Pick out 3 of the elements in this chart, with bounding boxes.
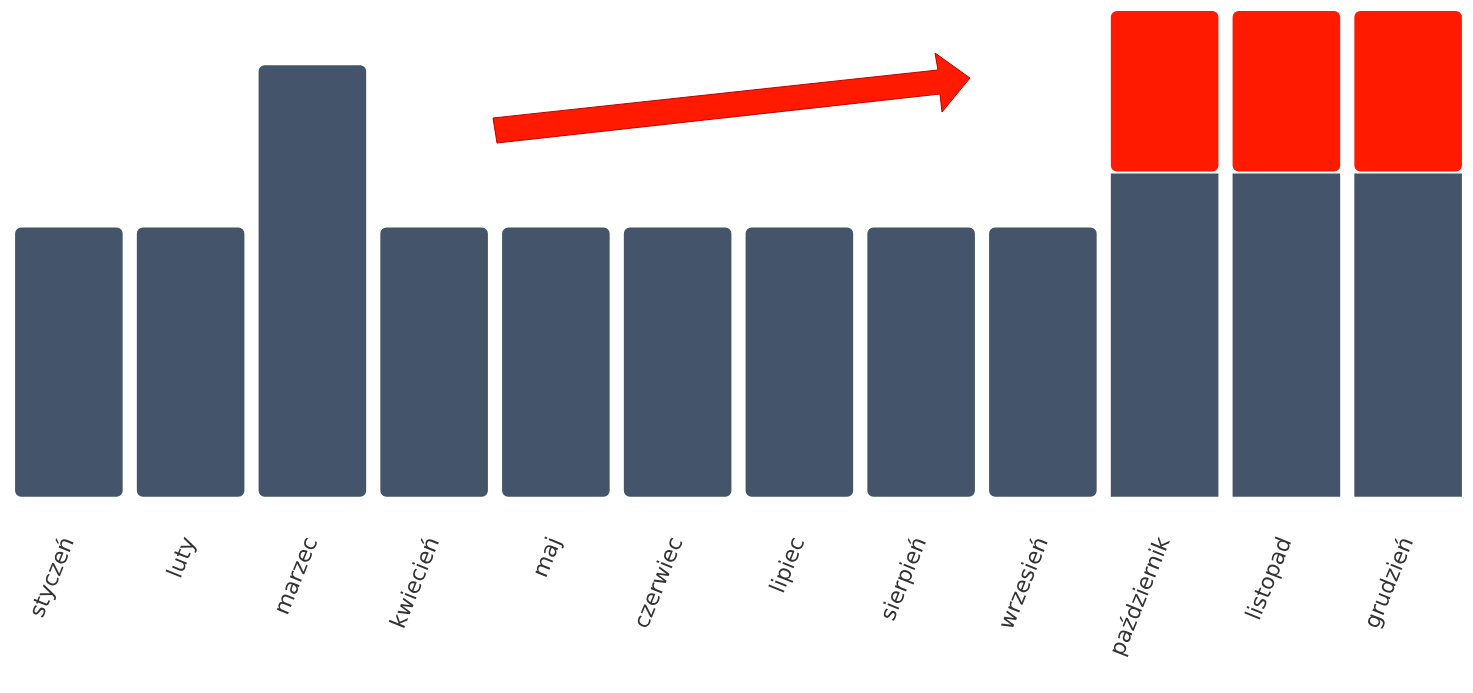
x-tick-label: luty	[161, 533, 201, 582]
x-tick-label: lipiec	[764, 533, 810, 597]
x-tick-label: maj	[527, 533, 566, 581]
